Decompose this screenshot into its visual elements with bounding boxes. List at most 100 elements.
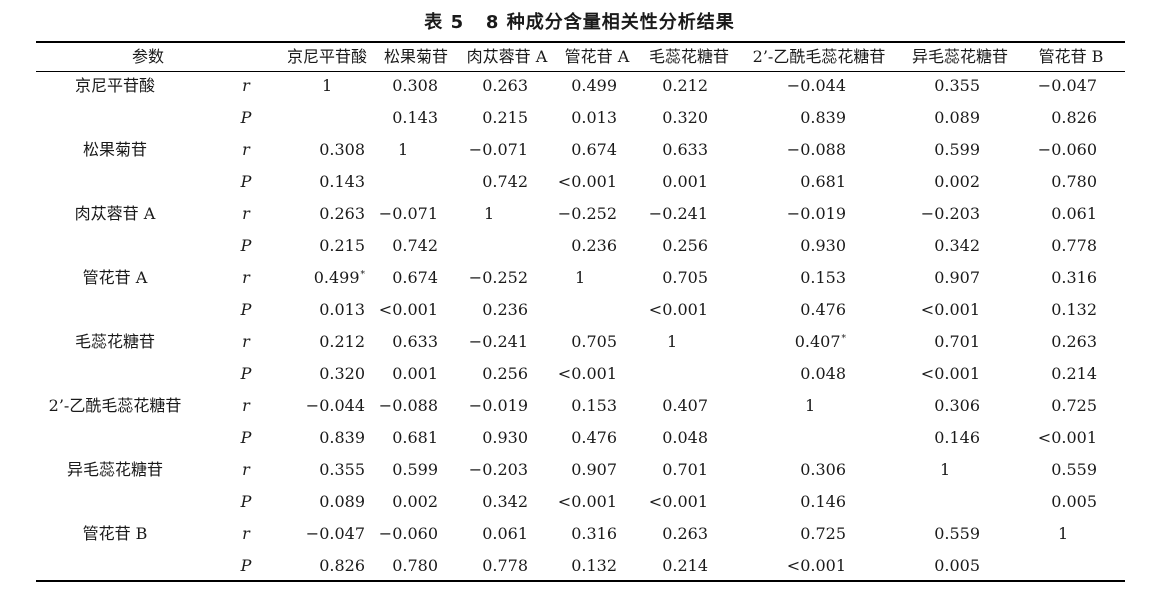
p-value: 0.132 — [571, 556, 617, 575]
r-value-cell: −0.019 — [787, 204, 846, 224]
r-value: 0.674 — [392, 268, 438, 287]
r-value-cell: −0.203 — [469, 460, 528, 480]
r-value-cell: 0.407 — [662, 396, 708, 416]
r-value: 0.212 — [662, 76, 708, 95]
row-label: 异毛蕊花糖苷 — [66, 460, 164, 479]
r-value-cell: 0.599 — [934, 140, 980, 160]
stat-r-label: r — [242, 140, 250, 159]
p-value: 0.048 — [800, 364, 846, 383]
p-value: 0.476 — [800, 300, 846, 319]
header-col: 管花苷 B — [1038, 47, 1104, 66]
r-value-cell: 0.633 — [662, 140, 708, 160]
r-value-cell: 0.153 — [800, 268, 846, 288]
r-value-cell: 0.212 — [662, 76, 708, 96]
p-value: 0.214 — [662, 556, 708, 575]
r-value: 0.355 — [934, 76, 980, 95]
r-value-cell: 0.306 — [800, 460, 846, 480]
r-value-cell: 1 — [667, 332, 677, 352]
r-value-cell: 0.499* — [314, 268, 365, 288]
r-value-cell: 0.263 — [1051, 332, 1097, 352]
p-value: 0.342 — [482, 492, 528, 511]
r-value-cell: 0.355 — [934, 76, 980, 96]
r-value-cell: −0.088 — [787, 140, 846, 160]
r-value: −0.019 — [468, 396, 528, 415]
r-value: 1 — [667, 332, 678, 351]
p-value: 0.256 — [482, 364, 528, 383]
p-value: <0.001 — [648, 492, 708, 511]
r-value: 0.907 — [934, 268, 980, 287]
p-value: 0.001 — [662, 172, 708, 191]
row-label: 京尼平苷酸 — [74, 76, 156, 95]
row-label: 管花苷 B — [82, 524, 148, 543]
r-value: −0.060 — [1037, 140, 1097, 159]
p-value: 0.780 — [392, 556, 438, 575]
p-value: 0.320 — [319, 364, 365, 383]
r-value-cell: 0.559 — [1051, 460, 1097, 480]
top-rule — [36, 41, 1125, 43]
p-value: 0.780 — [1051, 172, 1097, 191]
p-value: 0.742 — [392, 236, 438, 255]
header-col: 毛蕊花糖苷 — [648, 47, 730, 66]
r-value: 0.263 — [662, 524, 708, 543]
r-value: −0.088 — [786, 140, 846, 159]
r-value-cell: 0.153 — [571, 396, 617, 416]
r-value: 0.499 — [571, 76, 617, 95]
stat-p-label: P — [240, 172, 252, 191]
r-value-cell: 0.701 — [662, 460, 708, 480]
row-label: 2’-乙酰毛蕊花糖苷 — [48, 396, 182, 415]
p-value: 0.002 — [392, 492, 438, 511]
p-value: 0.132 — [1051, 300, 1097, 319]
r-value: 1 — [1058, 524, 1069, 543]
stat-r-label: r — [242, 460, 250, 479]
r-value-cell: 1 — [940, 460, 950, 480]
r-value-cell: 0.355 — [319, 460, 365, 480]
stat-r-label: r — [242, 204, 250, 223]
table-caption-title: 8 种成分含量相关性分析结果 — [485, 12, 735, 33]
p-value: 0.215 — [319, 236, 365, 255]
p-value: 0.001 — [392, 364, 438, 383]
p-value: <0.001 — [786, 556, 846, 575]
r-value: 0.674 — [571, 140, 617, 159]
r-value: 1 — [322, 76, 333, 95]
r-value-cell: −0.044 — [306, 396, 365, 416]
r-value-cell: 0.308 — [392, 76, 438, 96]
stat-p-label: P — [240, 300, 252, 319]
r-value-cell: 0.316 — [571, 524, 617, 544]
r-value: 1 — [940, 460, 951, 479]
p-value: 0.146 — [800, 492, 846, 511]
r-value-cell: −0.060 — [379, 524, 438, 544]
p-value: 0.256 — [662, 236, 708, 255]
r-value-cell: 1 — [575, 268, 585, 288]
r-value-cell: −0.047 — [306, 524, 365, 544]
r-value: −0.071 — [378, 204, 438, 223]
p-value: 0.930 — [800, 236, 846, 255]
r-value-cell: −0.044 — [787, 76, 846, 96]
r-value-cell: −0.088 — [379, 396, 438, 416]
r-value: −0.044 — [305, 396, 365, 415]
p-value: 0.826 — [319, 556, 365, 575]
p-value: <0.001 — [648, 300, 708, 319]
p-value: 0.236 — [571, 236, 617, 255]
r-value: −0.241 — [648, 204, 708, 223]
r-value: 0.599 — [392, 460, 438, 479]
stat-r-label: r — [242, 76, 250, 95]
r-value-cell: 0.263 — [482, 76, 528, 96]
p-value: 0.215 — [482, 108, 528, 127]
p-value: 0.048 — [662, 428, 708, 447]
p-value: 0.839 — [800, 108, 846, 127]
r-value: 0.559 — [1051, 460, 1097, 479]
p-value: 0.839 — [319, 428, 365, 447]
r-value: 0.633 — [662, 140, 708, 159]
r-value-cell: 0.725 — [800, 524, 846, 544]
p-value: 0.146 — [934, 428, 980, 447]
r-value: 0.407 — [794, 332, 841, 351]
header-col: 肉苁蓉苷 A — [466, 47, 548, 66]
r-value: 0.308 — [392, 76, 438, 95]
r-value-cell: −0.252 — [469, 268, 528, 288]
r-value: 0.705 — [662, 268, 708, 287]
r-value: 0.212 — [319, 332, 365, 351]
r-value: 0.559 — [934, 524, 980, 543]
r-value-cell: 0.701 — [934, 332, 980, 352]
significance-mark: * — [841, 333, 847, 344]
